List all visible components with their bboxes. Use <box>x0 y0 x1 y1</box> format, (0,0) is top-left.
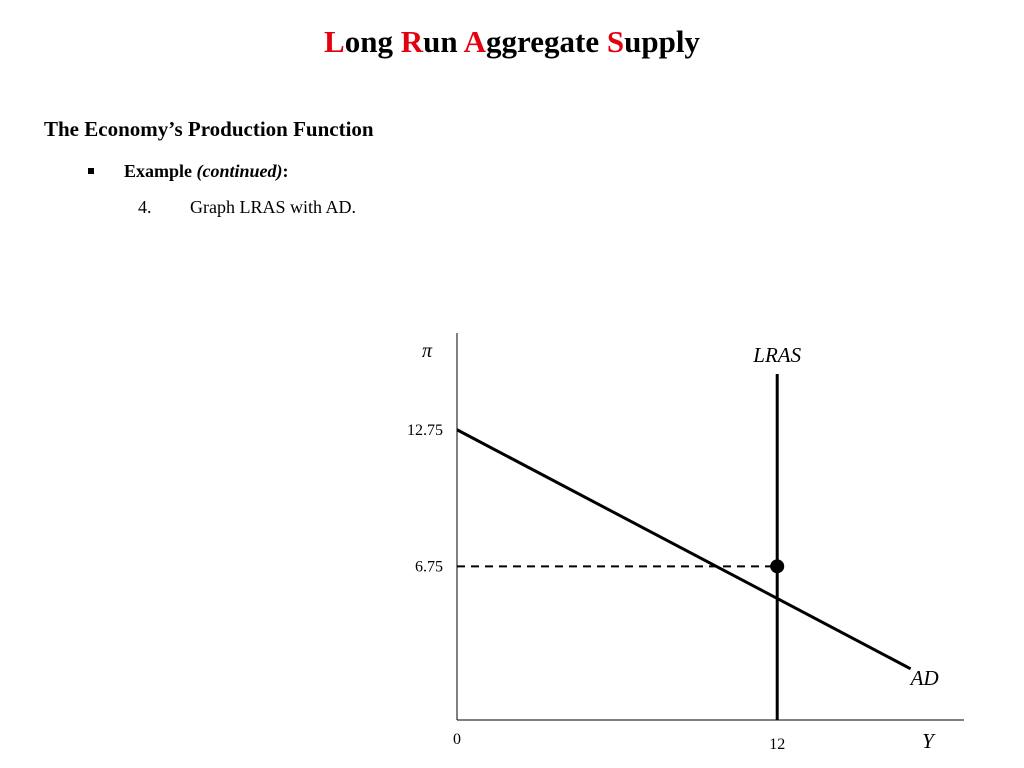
y-tick-label-0: 12.75 <box>407 422 443 439</box>
item-number: 4. <box>138 197 152 217</box>
x-tick-label-0: 12 <box>769 736 785 753</box>
y-axis-label: π <box>422 340 433 362</box>
lras-label: LRAS <box>752 343 801 367</box>
ad-line <box>456 428 912 671</box>
title-initial-1: R <box>400 24 424 59</box>
title-rest-0: ong <box>344 24 401 59</box>
origin-label: 0 <box>453 731 461 748</box>
section-heading: The Economy’s Production Function <box>44 117 374 141</box>
bullet-text: Example (continued): <box>124 161 289 182</box>
equilibrium-point <box>770 559 785 574</box>
bullet-suffix: : <box>282 161 289 181</box>
title-rest-2: ggregate <box>486 24 607 59</box>
square-bullet-icon <box>88 168 94 174</box>
item-text: Graph LRAS with AD. <box>190 197 356 217</box>
title-initial-2: A <box>463 24 487 59</box>
slide-title: Long Run Aggregate Supply <box>0 24 1024 60</box>
title-initial-0: L <box>324 24 345 59</box>
bullet-label: Example <box>124 161 193 181</box>
ad-label: AD <box>909 666 939 690</box>
y-tick-label-1: 6.75 <box>415 558 443 575</box>
title-rest-1: un <box>423 24 464 59</box>
title-initial-3: S <box>606 24 625 59</box>
x-axis-label: Y <box>922 729 936 753</box>
bullet-italic: (continued) <box>196 161 283 181</box>
title-rest-3: upply <box>624 24 700 59</box>
